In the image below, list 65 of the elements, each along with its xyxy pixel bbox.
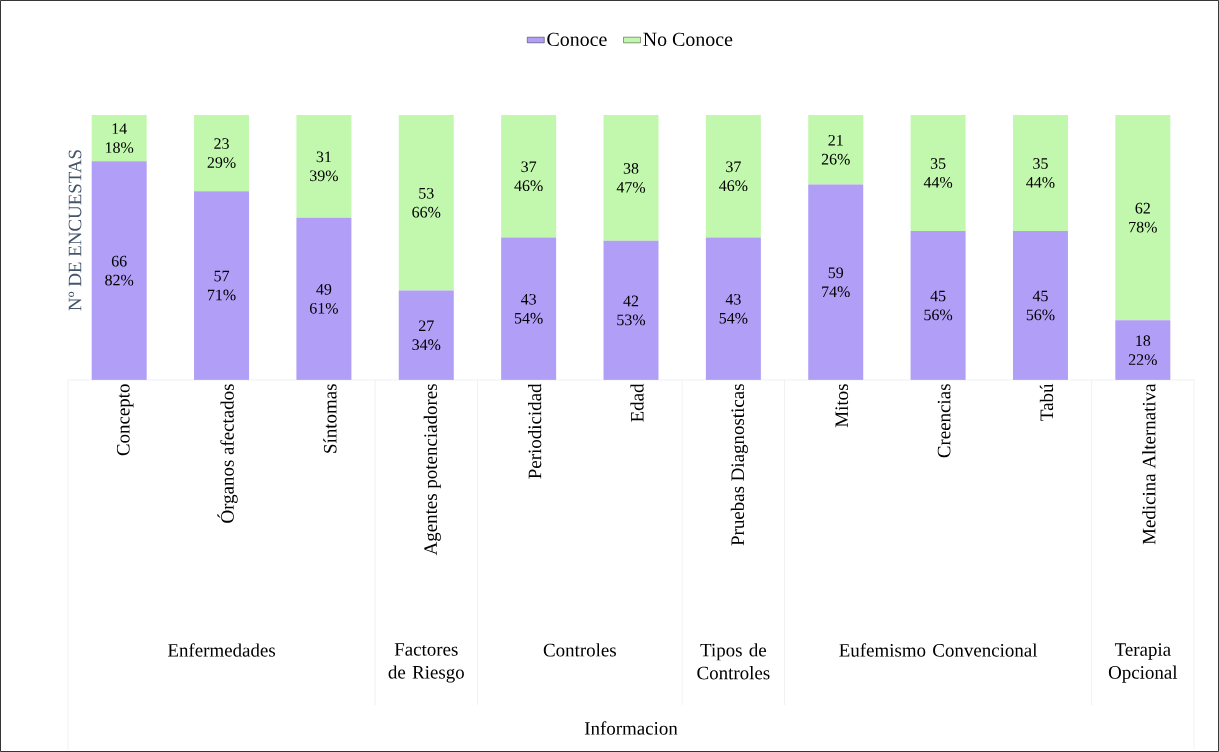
data-label: 53 66% (412, 187, 441, 218)
bar (398, 290, 454, 380)
data-label: 14 18% (105, 123, 134, 153)
legend-label: No Conoce (643, 32, 733, 47)
text: Enfermedades (167, 643, 276, 657)
text: Factores de Riesgo (388, 643, 464, 683)
bar (603, 115, 659, 241)
x-tick-label: Mitos (835, 384, 849, 428)
x-tick-label: Síntomas (323, 384, 337, 453)
x-tick-label: Tabú (1039, 383, 1054, 421)
x-tick-label: Edad (630, 383, 644, 422)
data-label: 35 44% (923, 158, 953, 188)
bar (91, 115, 147, 162)
data-label: 45 56% (1026, 290, 1055, 321)
data-label: 21 26% (821, 134, 850, 165)
bar (296, 217, 352, 380)
y-axis-title: Nº DE ENCUESTAS (68, 150, 82, 311)
text: Terapia Opcional (1108, 643, 1178, 683)
bar (398, 115, 454, 291)
data-label: 37 46% (719, 161, 748, 192)
data-label: 18 22% (1128, 335, 1157, 366)
bar (808, 184, 864, 380)
text: Tipos de Controles (697, 643, 770, 680)
text: Controles (543, 643, 616, 657)
x-tick-label: Creencias (937, 384, 951, 458)
data-label: 38 47% (616, 163, 646, 193)
x-tick-label: Concepto (116, 384, 134, 456)
data-label: 43 54% (514, 293, 543, 324)
bar (910, 115, 966, 231)
data-label: 57 71% (207, 270, 236, 301)
data-label: 49 61% (309, 284, 338, 314)
bar (1115, 115, 1171, 321)
text: Eufemismo Convencional (839, 643, 1038, 657)
data-label: 62 78% (1129, 202, 1157, 233)
bar (603, 240, 659, 380)
data-label: 23 29% (207, 138, 236, 168)
data-label: 27 34% (412, 320, 441, 351)
bar (501, 115, 557, 238)
x-tick-label: Periodicidad (527, 383, 542, 479)
bar (194, 191, 250, 380)
bar (194, 115, 250, 192)
bar (1012, 230, 1068, 380)
bar (296, 115, 352, 218)
data-label: 45 56% (924, 290, 953, 321)
x-tick-label: Medicina Alternativa (1142, 383, 1156, 545)
bar (501, 237, 557, 380)
legend-label: Conoce (547, 32, 607, 47)
x-tick-label: Agentes potenciadores (423, 384, 441, 556)
bar (705, 237, 761, 380)
data-label: 66 82% (105, 255, 134, 286)
bar (705, 115, 761, 238)
x-tick-label: Órganos afectados (217, 384, 238, 523)
bar (1115, 320, 1171, 380)
bar (1012, 115, 1068, 231)
data-label: 31 39% (310, 151, 338, 182)
bar (808, 115, 864, 185)
data-label: 37 46% (514, 161, 543, 192)
x-tick-label: Pruebas Diagnosticas (730, 384, 748, 546)
bar (910, 230, 966, 380)
bar (91, 161, 147, 380)
text: Informacion (584, 721, 678, 735)
data-label: 59 74% (822, 267, 850, 298)
data-label: 42 53% (617, 295, 646, 326)
data-label: 43 54% (719, 293, 748, 324)
data-label: 35 44% (1026, 158, 1055, 188)
